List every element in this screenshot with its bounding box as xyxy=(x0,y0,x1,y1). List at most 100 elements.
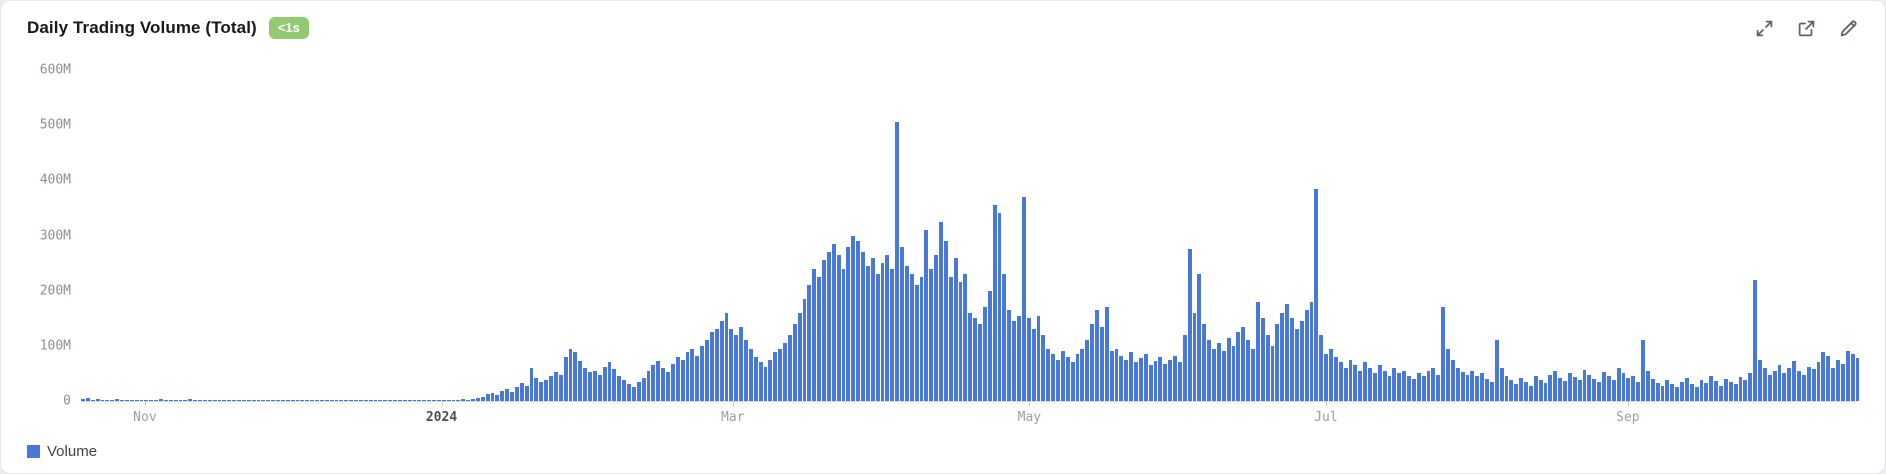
volume-bar[interactable] xyxy=(924,229,929,401)
open-external-icon[interactable] xyxy=(1793,15,1819,41)
volume-bar[interactable] xyxy=(85,398,90,401)
volume-bar[interactable] xyxy=(1684,377,1689,401)
volume-bar[interactable] xyxy=(81,399,85,401)
volume-bar[interactable] xyxy=(534,377,539,401)
volume-bar[interactable] xyxy=(246,400,251,401)
volume-bar[interactable] xyxy=(1465,374,1470,401)
volume-bar[interactable] xyxy=(1109,351,1114,401)
volume-bar[interactable] xyxy=(1119,355,1124,401)
volume-bar[interactable] xyxy=(695,355,700,401)
volume-bar[interactable] xyxy=(968,312,973,401)
volume-bar[interactable] xyxy=(1762,367,1767,401)
volume-bar[interactable] xyxy=(183,400,188,401)
volume-bar[interactable] xyxy=(466,399,470,401)
volume-bar[interactable] xyxy=(670,363,675,401)
volume-bar[interactable] xyxy=(1826,355,1831,401)
volume-bar[interactable] xyxy=(982,307,987,401)
edit-icon[interactable] xyxy=(1835,15,1861,41)
volume-bar[interactable] xyxy=(163,400,168,401)
volume-bar[interactable] xyxy=(1524,381,1528,401)
volume-bar[interactable] xyxy=(295,399,300,401)
volume-bar[interactable] xyxy=(227,399,232,401)
volume-bar[interactable] xyxy=(1143,354,1148,401)
volume-bar[interactable] xyxy=(807,285,812,401)
volume-bar[interactable] xyxy=(446,399,451,401)
legend-label-volume[interactable]: Volume xyxy=(47,443,98,460)
volume-bar[interactable] xyxy=(358,399,363,401)
volume-bar[interactable] xyxy=(315,400,319,401)
volume-bar[interactable] xyxy=(363,400,368,401)
volume-bar[interactable] xyxy=(739,326,743,401)
volume-bar[interactable] xyxy=(412,399,417,401)
volume-bar[interactable] xyxy=(597,374,602,401)
volume-bar[interactable] xyxy=(1528,385,1533,401)
volume-bar[interactable] xyxy=(441,399,446,401)
volume-bar[interactable] xyxy=(1148,365,1153,401)
volume-bar[interactable] xyxy=(1260,318,1265,401)
volume-bar[interactable] xyxy=(207,400,212,401)
volume-bar[interactable] xyxy=(202,399,207,401)
volume-bar[interactable] xyxy=(1836,359,1840,401)
volume-bar[interactable] xyxy=(256,399,261,401)
volume-bar[interactable] xyxy=(461,399,466,401)
volume-bar[interactable] xyxy=(1543,383,1548,401)
volume-bar[interactable] xyxy=(861,252,865,401)
volume-bar[interactable] xyxy=(1460,372,1465,401)
volume-bar[interactable] xyxy=(914,285,919,401)
volume-bar[interactable] xyxy=(110,399,115,401)
volume-bar[interactable] xyxy=(758,362,763,401)
volume-bar[interactable] xyxy=(1075,354,1080,401)
volume-bar[interactable] xyxy=(841,268,846,401)
volume-bar[interactable] xyxy=(378,400,383,401)
volume-bar[interactable] xyxy=(1411,378,1416,401)
volume-bar[interactable] xyxy=(1831,367,1835,401)
fullscreen-icon[interactable] xyxy=(1751,15,1777,41)
volume-bar[interactable] xyxy=(1611,380,1616,401)
volume-bar[interactable] xyxy=(1270,345,1275,401)
volume-bar[interactable] xyxy=(1753,279,1757,401)
volume-bar[interactable] xyxy=(987,290,992,401)
volume-bar[interactable] xyxy=(397,399,402,401)
volume-bar[interactable] xyxy=(719,321,724,401)
volume-bar[interactable] xyxy=(1441,307,1445,401)
volume-bar[interactable] xyxy=(675,356,680,401)
volume-bar[interactable] xyxy=(1124,359,1129,401)
volume-bar[interactable] xyxy=(1226,337,1231,401)
volume-bar[interactable] xyxy=(134,399,139,401)
volume-bar[interactable] xyxy=(1017,315,1021,401)
volume-bar[interactable] xyxy=(1821,352,1826,401)
volume-bar[interactable] xyxy=(1173,355,1177,401)
volume-bar[interactable] xyxy=(388,399,392,401)
volume-bar[interactable] xyxy=(505,388,509,401)
volume-bar[interactable] xyxy=(232,400,236,401)
volume-bar[interactable] xyxy=(953,257,958,401)
volume-bar[interactable] xyxy=(368,400,373,401)
volume-bar[interactable] xyxy=(1567,373,1572,401)
volume-bar[interactable] xyxy=(1333,356,1338,401)
volume-bar[interactable] xyxy=(763,366,768,401)
volume-bar[interactable] xyxy=(1090,323,1094,401)
volume-bar[interactable] xyxy=(826,252,831,401)
volume-bar[interactable] xyxy=(1275,323,1280,401)
volume-bar[interactable] xyxy=(514,387,519,401)
volume-bar[interactable] xyxy=(188,399,193,401)
volume-bar[interactable] xyxy=(1787,367,1792,401)
volume-bar[interactable] xyxy=(1134,362,1138,401)
volume-bar[interactable] xyxy=(631,387,636,401)
volume-bar[interactable] xyxy=(1719,385,1723,401)
volume-bar[interactable] xyxy=(617,376,622,401)
volume-bar[interactable] xyxy=(1012,321,1016,401)
volume-bar[interactable] xyxy=(1041,334,1046,401)
volume-bar[interactable] xyxy=(217,399,222,401)
volume-bar[interactable] xyxy=(900,246,904,401)
volume-bar[interactable] xyxy=(1636,381,1640,401)
volume-bar[interactable] xyxy=(1446,348,1450,401)
volume-bar[interactable] xyxy=(519,383,524,401)
volume-bar[interactable] xyxy=(1782,373,1787,401)
volume-bar[interactable] xyxy=(1216,343,1221,401)
volume-bar[interactable] xyxy=(115,399,119,401)
volume-bar[interactable] xyxy=(1368,367,1372,401)
volume-bar[interactable] xyxy=(690,348,695,401)
volume-bar[interactable] xyxy=(1436,374,1441,401)
volume-bar[interactable] xyxy=(1080,348,1085,401)
